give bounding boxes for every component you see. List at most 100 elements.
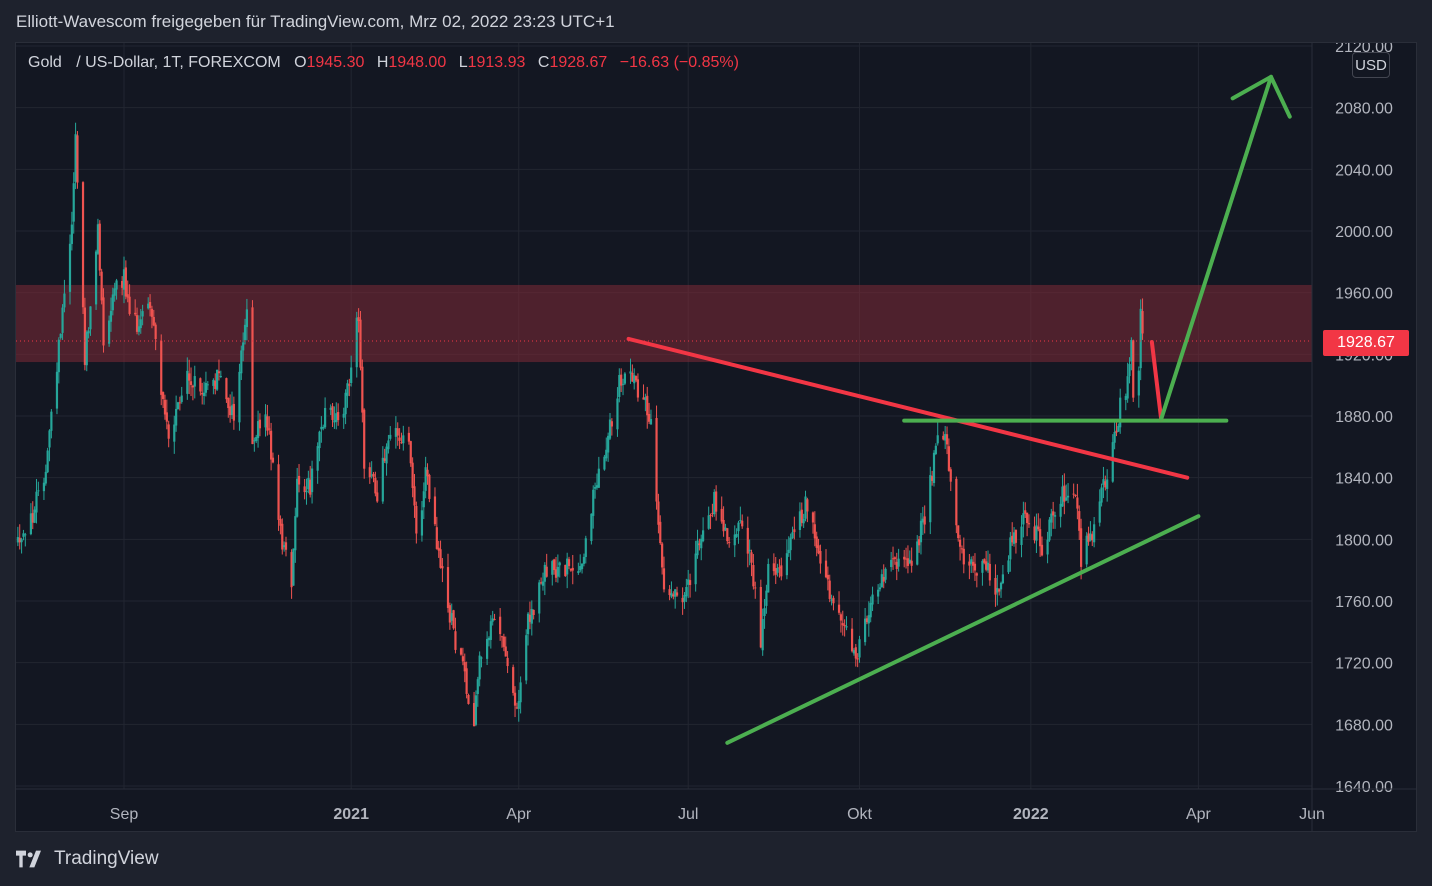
candle [1117, 423, 1120, 432]
candle [553, 558, 556, 575]
candle-body [741, 520, 744, 527]
candle [322, 424, 325, 431]
candle-body [199, 378, 202, 392]
candle [461, 647, 464, 666]
candle [227, 397, 230, 418]
candle-body [763, 608, 766, 617]
tradingview-brand[interactable]: TradingView [16, 848, 159, 870]
candle-body [696, 540, 699, 556]
candle [726, 528, 729, 545]
candle-body [811, 512, 815, 523]
candle [720, 496, 723, 524]
candle-body [139, 319, 142, 329]
candle [955, 476, 958, 534]
candle [1087, 526, 1090, 546]
candle [446, 553, 450, 613]
price-tick-label: 1880.00 [1335, 409, 1393, 426]
chart-frame[interactable]: 2120.002080.002040.002000.001960.001920.… [15, 42, 1417, 832]
ascending-trendline[interactable] [725, 514, 1201, 745]
candle-body [297, 475, 301, 485]
candle-body [152, 317, 155, 326]
candle [985, 551, 988, 572]
legend-symbol[interactable]: Gold [28, 54, 62, 71]
candle [160, 334, 163, 406]
candle-body [329, 407, 332, 410]
candle [1065, 484, 1068, 501]
candle-body [1011, 535, 1014, 543]
candle-body [687, 579, 690, 585]
projected-rally-arrowhead[interactable] [1230, 74, 1292, 119]
candle-body [450, 613, 453, 621]
candle-body [890, 559, 893, 568]
candle [724, 523, 727, 532]
candle [186, 357, 189, 400]
candle [545, 553, 548, 578]
candle-body [582, 556, 586, 564]
candle-body [316, 446, 319, 471]
candle [633, 368, 636, 390]
candle-body [988, 563, 991, 581]
candle-body [525, 635, 528, 681]
candle-body [188, 373, 191, 381]
candle-body [1048, 519, 1051, 541]
candle-body [564, 564, 567, 577]
candle-body [154, 324, 157, 340]
candle [1072, 483, 1075, 499]
candle-body [398, 437, 401, 441]
candle [176, 401, 180, 410]
resistance-zone[interactable] [16, 284, 1312, 363]
candle-body [605, 449, 608, 459]
candle-body [700, 538, 703, 549]
candle-body [283, 545, 286, 548]
candle [683, 592, 686, 609]
candle-body [186, 370, 189, 394]
candle [1074, 494, 1077, 498]
candle-body [528, 614, 532, 622]
candle-body [878, 587, 882, 590]
candle [528, 601, 532, 630]
candle [368, 462, 371, 484]
candle-body [296, 478, 299, 517]
currency-button[interactable]: USD [1352, 52, 1390, 78]
candle [910, 547, 913, 573]
candle-body [804, 496, 807, 519]
candle-body [832, 597, 835, 604]
candle [271, 452, 275, 464]
candle [571, 554, 574, 585]
candle-body [949, 469, 952, 482]
candle-body [584, 538, 587, 558]
candle-body [264, 414, 267, 428]
candle [476, 676, 479, 707]
candle-body [702, 530, 705, 542]
candle [752, 554, 755, 590]
candle-body [998, 589, 1001, 592]
projected-pullback-line[interactable] [1149, 340, 1164, 422]
candle [733, 525, 736, 558]
candle-body [541, 581, 545, 586]
candle [551, 559, 554, 586]
projected-rally-line[interactable] [1159, 74, 1274, 422]
candle-body [882, 576, 885, 582]
candle-body [815, 536, 818, 548]
descending-trendline[interactable] [626, 336, 1190, 480]
candle [242, 332, 245, 362]
candle-body [532, 609, 535, 615]
candle-body [109, 310, 113, 322]
candle [741, 514, 744, 529]
candle-body [359, 319, 362, 368]
candle-body [877, 589, 880, 597]
candle [748, 539, 751, 566]
candle [603, 454, 606, 471]
chart-svg[interactable]: 2120.002080.002040.002000.001960.001920.… [16, 43, 1416, 831]
candle-body [1106, 479, 1109, 489]
time-tick-label: Apr [506, 806, 532, 823]
candle-body [372, 473, 375, 477]
candle [350, 355, 353, 387]
candle-body [767, 563, 770, 593]
candle-body [76, 135, 79, 183]
candle [1089, 521, 1092, 542]
candle [793, 516, 796, 540]
candle-body [98, 223, 101, 271]
candle [193, 365, 196, 399]
candle [389, 426, 392, 441]
